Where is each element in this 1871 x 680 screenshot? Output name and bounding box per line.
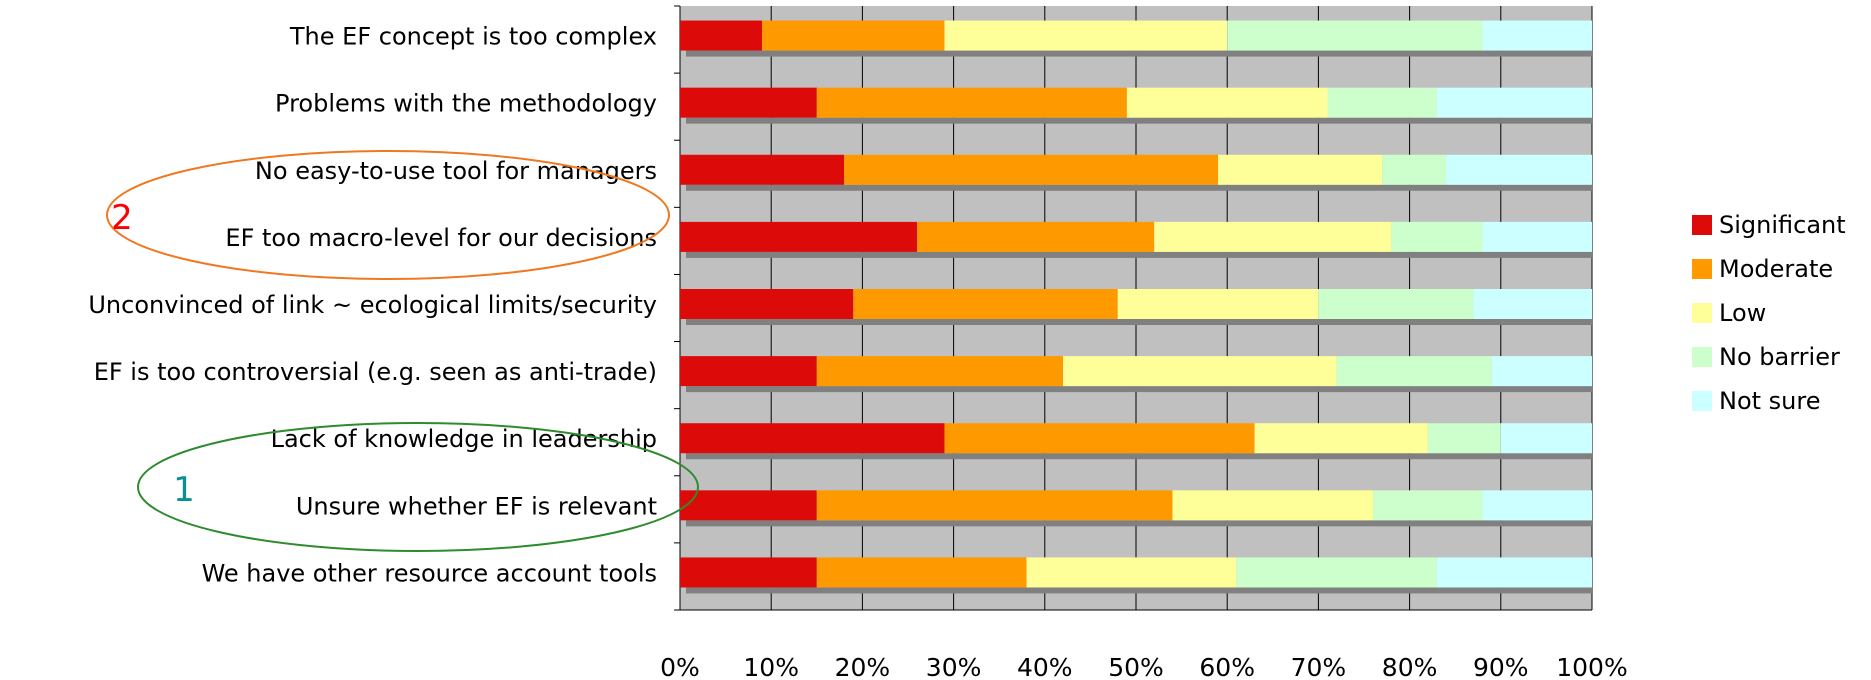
legend-swatch (1692, 347, 1712, 367)
bar-segment-not-sure (1446, 154, 1592, 185)
bar-shadow (686, 251, 1592, 258)
x-tick-label: 70% (1291, 653, 1347, 680)
x-tick-label: 50% (1108, 653, 1164, 680)
bar-shadow (686, 319, 1592, 325)
bar-segment-moderate (853, 289, 1118, 319)
bar-segment-low (1117, 289, 1319, 319)
bar-segment-not-sure (1491, 356, 1592, 387)
bar-segment-not-sure (1436, 557, 1592, 588)
x-tick-label: 90% (1473, 653, 1529, 680)
bar-shadow (686, 453, 1592, 460)
bar-segment-significant (680, 289, 854, 319)
bar-segment-not-sure (1482, 490, 1592, 521)
category-label: Unconvinced of link ~ ecological limits/… (88, 291, 657, 319)
bar-shadow (686, 117, 1592, 124)
x-tick-label: 60% (1199, 653, 1255, 680)
category-label: EF too macro-level for our decisions (225, 224, 657, 252)
legend-swatch (1692, 391, 1712, 411)
bar-shadow (686, 386, 1592, 393)
bar-segment-no-barrier (1227, 20, 1483, 51)
bar-segment-not-sure (1482, 221, 1592, 252)
bar-segment-significant (680, 154, 845, 185)
x-axis-tick-labels: 0% 10% 20% 30% 40% 50% 60% 70% 80% 90% 100% (660, 653, 1628, 680)
bar-segment-moderate (917, 221, 1155, 252)
legend-label: No barrier (1719, 343, 1840, 371)
bar-segment-low (1026, 557, 1237, 588)
bar-segment-not-sure (1436, 87, 1592, 118)
x-tick-label: 80% (1382, 653, 1438, 680)
legend-label: Moderate (1719, 255, 1833, 283)
bar-segment-significant (680, 87, 817, 118)
bar-segment-not-sure (1482, 20, 1592, 51)
bar-shadow (686, 50, 1592, 57)
bar-segment-moderate (816, 490, 1173, 521)
x-tick-label: 10% (743, 653, 799, 680)
x-tick-label: 40% (1017, 653, 1073, 680)
bar-segment-no-barrier (1327, 87, 1437, 118)
category-label: Lack of knowledge in leadership (271, 425, 657, 453)
category-labels: The EF concept is too complex Problems wi… (88, 23, 657, 588)
bar-segment-no-barrier (1391, 221, 1483, 252)
bar-segment-low (1172, 490, 1374, 521)
category-label: We have other resource account tools (202, 559, 657, 587)
legend-label: Not sure (1719, 387, 1821, 415)
bar-segment-no-barrier (1427, 423, 1501, 454)
bar-shadow (686, 587, 1592, 594)
category-label: EF is too controversial (e.g. seen as an… (94, 358, 657, 386)
bar-segment-significant (680, 20, 763, 51)
legend-swatch (1692, 259, 1712, 279)
category-label: No easy-to-use tool for managers (255, 157, 657, 185)
bar-segment-low (1254, 423, 1428, 454)
bar-segment-moderate (816, 87, 1127, 118)
annotation-ellipse (106, 150, 670, 280)
bar-shadow (686, 520, 1592, 527)
bar-segment-no-barrier (1373, 490, 1483, 521)
bar-segment-significant (680, 490, 817, 521)
bar-segment-significant (680, 423, 945, 454)
bar-segment-low (1063, 356, 1337, 387)
bar-segment-low (1154, 221, 1392, 252)
bar-segment-moderate (844, 154, 1219, 185)
legend: Significant Moderate Low No barrier Not sure (1692, 211, 1846, 415)
bar-segment-no-barrier (1382, 154, 1447, 185)
legend-label: Significant (1719, 211, 1846, 239)
bar-segment-low (1126, 87, 1328, 118)
bar-segment-not-sure (1473, 289, 1592, 319)
legend-swatch (1692, 215, 1712, 235)
bar-segment-no-barrier (1236, 557, 1437, 588)
bar-segment-low (944, 20, 1228, 51)
annotations: 21 (106, 150, 699, 552)
x-tick-label: 0% (660, 653, 700, 680)
bar-segment-moderate (762, 20, 945, 51)
bar-shadow (686, 184, 1592, 191)
legend-swatch (1692, 303, 1712, 323)
bar-segment-significant (680, 221, 918, 252)
bar-segment-moderate (944, 423, 1255, 454)
annotation-label: 1 (173, 470, 195, 510)
bar-segment-significant (680, 356, 817, 387)
category-label: The EF concept is too complex (289, 23, 657, 51)
bar-segment-moderate (816, 557, 1027, 588)
bar-segment-moderate (816, 356, 1064, 387)
annotation-label: 2 (111, 198, 133, 238)
annotation-ellipse (137, 422, 699, 552)
legend-label: Low (1719, 299, 1766, 327)
x-tick-label: 20% (835, 653, 891, 680)
bar-segment-no-barrier (1336, 356, 1492, 387)
bar-segment-not-sure (1500, 423, 1592, 454)
bars (680, 20, 1592, 594)
bar-segment-low (1218, 154, 1383, 185)
bar-segment-no-barrier (1318, 289, 1474, 319)
x-tick-label: 30% (926, 653, 982, 680)
x-tick-label: 100% (1556, 653, 1627, 680)
bar-segment-significant (680, 557, 817, 588)
category-label: Problems with the methodology (275, 90, 657, 118)
category-label: Unsure whether EF is relevant (296, 492, 657, 520)
